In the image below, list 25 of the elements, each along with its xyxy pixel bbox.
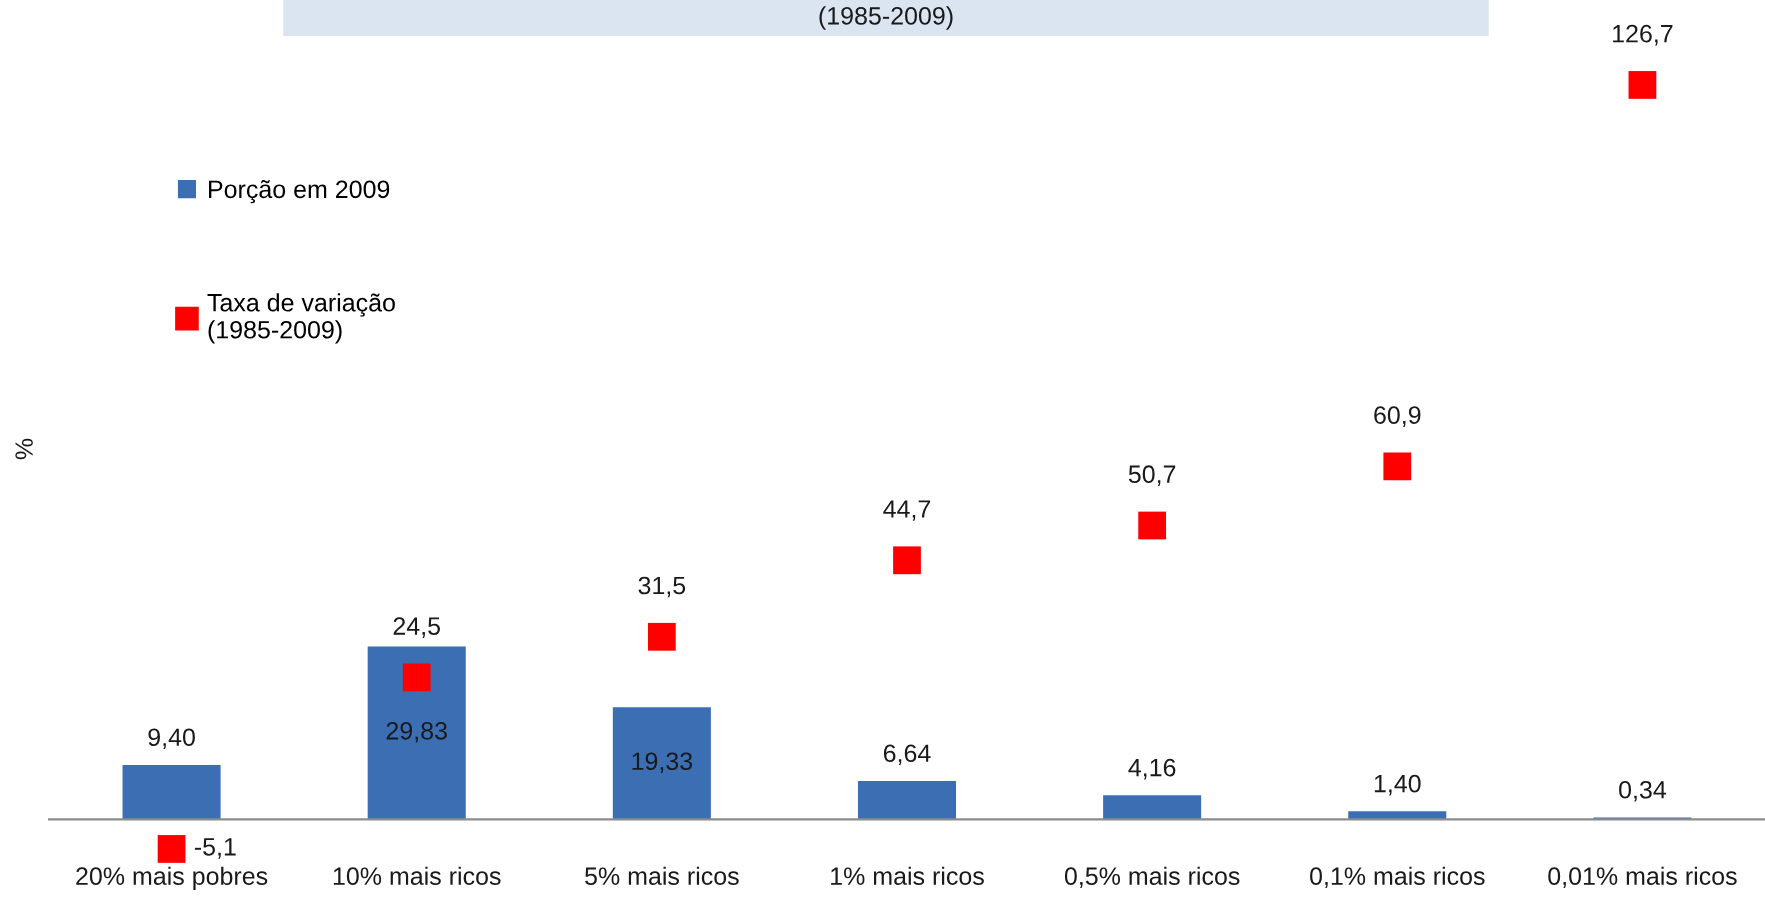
data-label: 19,33 [632,752,693,774]
legend-label: Porção em 2009 [209,179,390,204]
y-axis-title: % [15,438,33,460]
data-label: -5,1 [194,838,236,859]
data-label: 29,83 [386,721,447,743]
data-label: 50,7 [1128,465,1176,487]
data-label: 60,9 [1374,406,1421,427]
data-label: 24,5 [393,617,440,638]
chart-title: (1985-2009) [819,6,953,30]
data-label: 31,5 [638,576,686,598]
x-tick-label: 0,01% mais ricos [1548,866,1737,888]
x-tick-label: 0,5% mais ricos [1064,866,1240,888]
x-tick-label: 5% mais ricos [585,866,739,885]
x-tick-label: 20% mais pobres [76,866,268,890]
data-label: 6,64 [883,744,931,766]
x-tick-label: 0,1% mais ricos [1310,866,1485,888]
data-label: 44,7 [883,500,931,521]
data-label: 9,40 [148,728,195,750]
x-tick-label: 10% mais ricos [333,866,501,885]
data-label: 4,16 [1128,758,1176,780]
legend-label: Taxa de variação (1985-2009) [207,293,395,344]
data-label: 126,7 [1613,24,1673,46]
x-tick-label: 1% mais ricos [831,866,984,885]
data-label: 0,34 [1619,780,1667,802]
data-label: 1,40 [1374,774,1421,796]
